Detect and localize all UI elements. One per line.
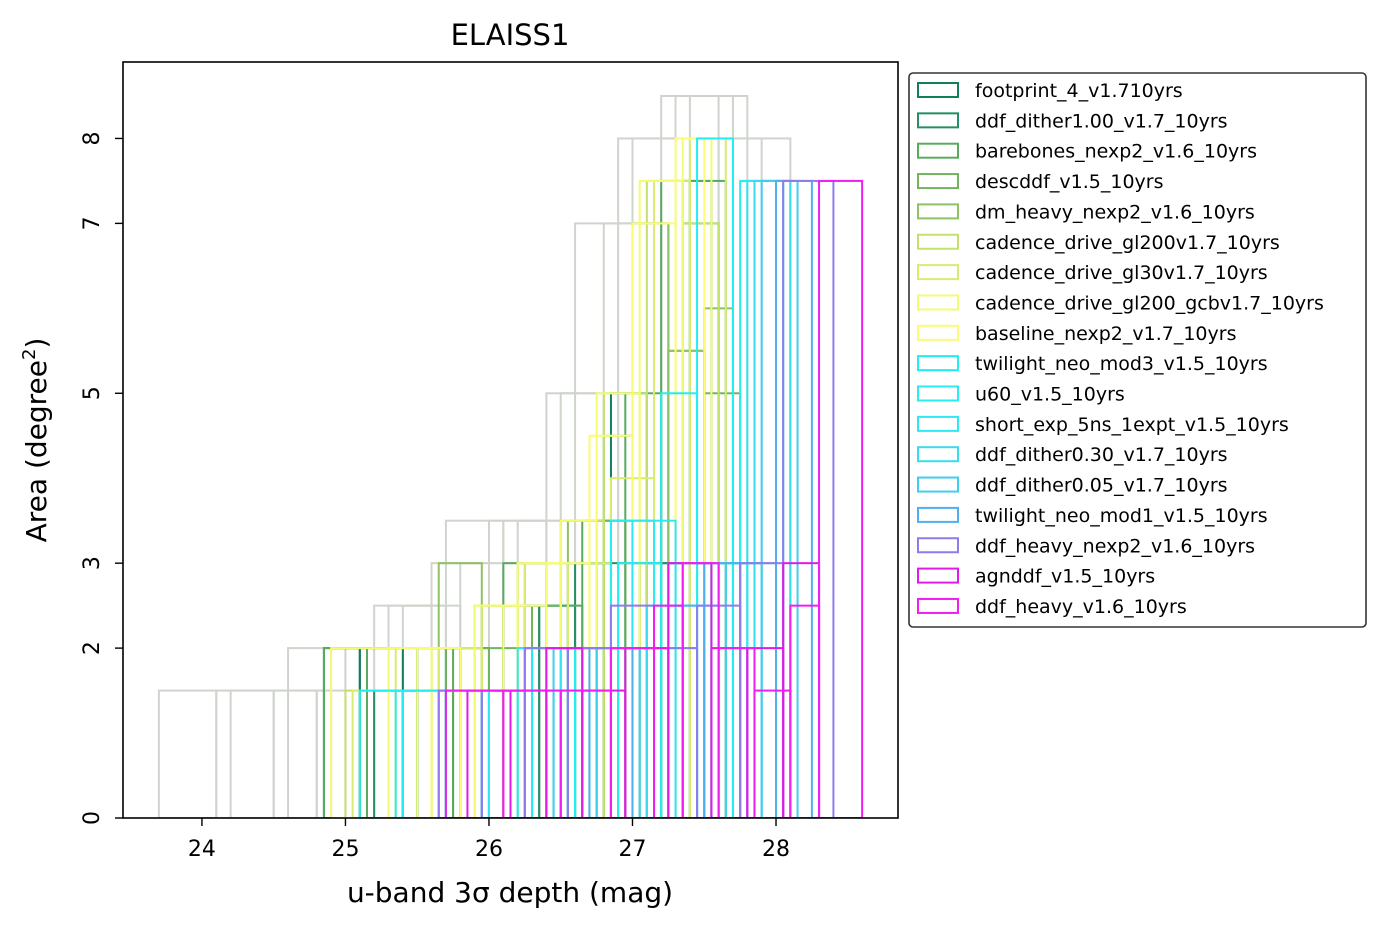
y-axis-label-superscript: 2 xyxy=(19,349,40,360)
legend-item: cadence_drive_gl30v1.7_10yrs xyxy=(917,262,1268,284)
chart-title: ELAISS1 xyxy=(451,18,570,52)
legend-label: short_exp_5ns_1expt_v1.5_10yrs xyxy=(975,414,1289,436)
legend-swatch xyxy=(917,173,959,190)
legend-swatch xyxy=(917,476,959,493)
legend-swatch xyxy=(917,355,959,372)
legend-swatch xyxy=(917,264,959,281)
x-tick-label: 24 xyxy=(188,837,216,862)
legend-label: footprint_4_v1.710yrs xyxy=(975,80,1183,102)
y-tick-label: 2 xyxy=(80,641,105,655)
y-axis-label-text: Area (degree xyxy=(20,360,53,542)
legend-label: ddf_dither1.00_v1.7_10yrs xyxy=(975,110,1228,132)
legend-label: agnddf_v1.5_10yrs xyxy=(975,566,1155,588)
x-tick-label: 28 xyxy=(762,837,790,862)
y-tick-label: 5 xyxy=(80,386,105,400)
x-tick-label: 27 xyxy=(618,837,646,862)
legend-label: twilight_neo_mod1_v1.5_10yrs xyxy=(975,505,1268,527)
legend-item: short_exp_5ns_1expt_v1.5_10yrs xyxy=(917,414,1289,436)
legend-item: ddf_heavy_nexp2_v1.6_10yrs xyxy=(917,535,1255,557)
legend-label: ddf_heavy_nexp2_v1.6_10yrs xyxy=(975,535,1255,557)
y-axis-label: Area (degree2) xyxy=(19,338,53,543)
legend: footprint_4_v1.710yrs ddf_dither1.00_v1.7… xyxy=(908,72,1367,628)
legend-swatch xyxy=(917,324,959,341)
legend-swatch xyxy=(917,446,959,463)
legend-label: dm_heavy_nexp2_v1.6_10yrs xyxy=(975,201,1255,223)
legend-swatch xyxy=(917,142,959,159)
legend-swatch xyxy=(917,233,959,250)
legend-item: ddf_dither1.00_v1.7_10yrs xyxy=(917,110,1228,132)
x-tick-label: 25 xyxy=(331,837,359,862)
legend-item: cadence_drive_gl200v1.7_10yrs xyxy=(917,232,1280,254)
legend-item: cadence_drive_gl200_gcbv1.7_10yrs xyxy=(917,292,1324,314)
legend-swatch xyxy=(917,82,959,98)
legend-label: ddf_heavy_v1.6_10yrs xyxy=(975,596,1187,618)
y-tick-label: 8 xyxy=(80,131,105,145)
legend-item: ddf_dither0.30_v1.7_10yrs xyxy=(917,444,1228,466)
legend-label: ddf_dither0.05_v1.7_10yrs xyxy=(975,475,1228,497)
legend-swatch xyxy=(917,567,959,584)
legend-swatch xyxy=(917,112,959,129)
legend-item: agnddf_v1.5_10yrs xyxy=(917,566,1155,588)
legend-item: ddf_heavy_v1.6_10yrs xyxy=(917,596,1187,618)
legend-label: barebones_nexp2_v1.6_10yrs xyxy=(975,141,1257,163)
plot-frame xyxy=(122,61,899,819)
legend-item: footprint_4_v1.710yrs xyxy=(917,80,1183,102)
y-tick-label: 7 xyxy=(80,216,105,230)
legend-item: dm_heavy_nexp2_v1.6_10yrs xyxy=(917,201,1255,223)
legend-item: ddf_dither0.05_v1.7_10yrs xyxy=(917,475,1228,497)
y-tick-label: 3 xyxy=(80,556,105,570)
y-axis: 0 2 3 5 7 8 xyxy=(80,131,123,825)
legend-swatch xyxy=(917,506,959,523)
legend-swatch xyxy=(917,537,959,554)
legend-swatch xyxy=(917,415,959,432)
y-axis-label-close: ) xyxy=(20,338,53,349)
x-axis-label: u-band 3σ depth (mag) xyxy=(347,876,673,909)
legend-label: cadence_drive_gl200v1.7_10yrs xyxy=(975,232,1280,254)
series-histogram-15-bar-8 xyxy=(782,179,835,818)
x-axis: 24 25 26 27 28 xyxy=(188,818,790,862)
legend-swatch xyxy=(917,203,959,220)
legend-item: descddf_v1.5_10yrs xyxy=(917,171,1164,193)
legend-label: u60_v1.5_10yrs xyxy=(975,384,1125,406)
legend-item: twilight_neo_mod1_v1.5_10yrs xyxy=(917,505,1268,527)
legend-label: cadence_drive_gl200_gcbv1.7_10yrs xyxy=(975,292,1324,314)
legend-item: u60_v1.5_10yrs xyxy=(917,384,1125,406)
legend-swatch xyxy=(917,294,959,311)
legend-label: twilight_neo_mod3_v1.5_10yrs xyxy=(975,353,1268,375)
legend-item: barebones_nexp2_v1.6_10yrs xyxy=(917,141,1257,163)
legend-item: baseline_nexp2_v1.7_10yrs xyxy=(917,323,1236,345)
legend-label: cadence_drive_gl30v1.7_10yrs xyxy=(975,262,1268,284)
legend-item: twilight_neo_mod3_v1.5_10yrs xyxy=(917,353,1268,375)
legend-label: descddf_v1.5_10yrs xyxy=(975,171,1164,193)
legend-label: baseline_nexp2_v1.7_10yrs xyxy=(975,323,1236,345)
legend-box xyxy=(908,72,1367,628)
legend-swatch xyxy=(917,385,959,402)
y-tick-label: 0 xyxy=(80,811,105,825)
x-tick-label: 26 xyxy=(475,837,503,862)
legend-label: ddf_dither0.30_v1.7_10yrs xyxy=(975,444,1228,466)
series-histogram-17-bar-9 xyxy=(818,179,864,818)
legend-swatch xyxy=(917,597,959,614)
